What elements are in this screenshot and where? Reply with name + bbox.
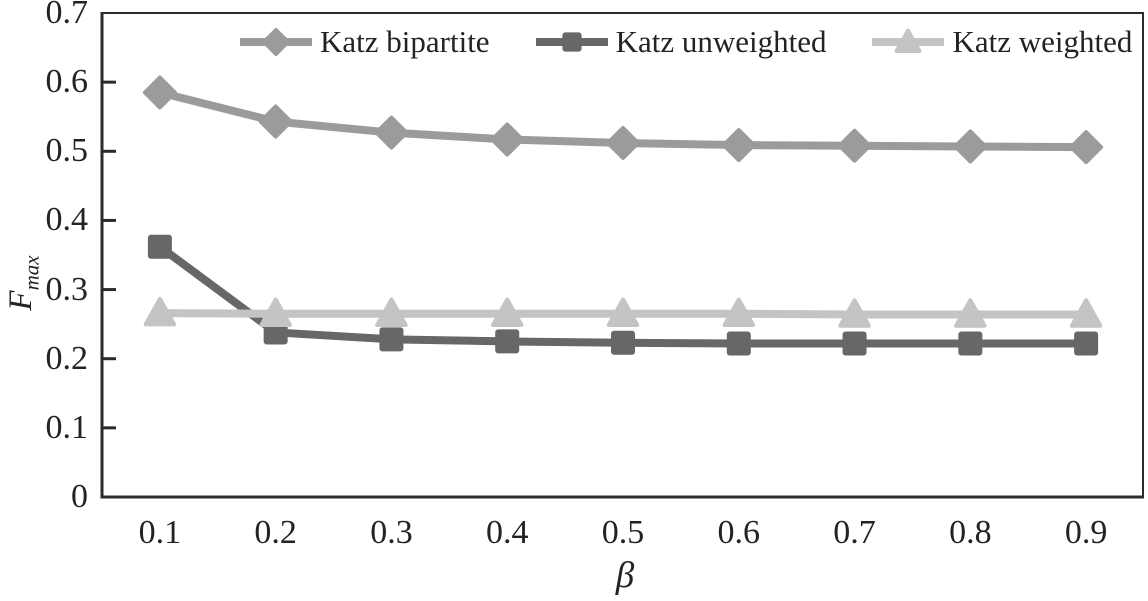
triangle-legend-swatch [872, 28, 945, 53]
chart-legend: Katz bipartite Katz unweighted Katz weight… [239, 25, 1132, 59]
diamond-marker [262, 28, 290, 56]
square-marker [726, 331, 751, 356]
diamond-marker [490, 122, 525, 157]
x-tick-label: 0.5 [601, 514, 645, 551]
triangle-marker [490, 297, 524, 328]
diamond-marker [374, 115, 409, 150]
square-marker [379, 327, 404, 352]
diamond-legend-swatch [240, 28, 312, 56]
square-marker [611, 330, 635, 355]
square-marker [147, 234, 172, 259]
x-tick-label: 0.3 [370, 514, 413, 551]
y-tick-label: 0.1 [45, 408, 89, 446]
series-katz-bipartite [142, 75, 1104, 165]
triangle-marker [1069, 298, 1103, 328]
diamond-marker [1069, 130, 1104, 165]
triangle-marker [895, 28, 922, 53]
series-line [157, 243, 1087, 348]
diamond-marker [721, 128, 756, 163]
triangle-marker [259, 297, 292, 328]
triangle-marker [143, 296, 177, 327]
diamond-marker [953, 129, 988, 164]
x-tick-label: 0.4 [485, 514, 529, 551]
diamond-marker [258, 104, 293, 139]
y-tick-label: 0.3 [45, 270, 89, 308]
y-axis-title-subscript: max [19, 255, 44, 291]
legend-item-katz-bipartite: Katz bipartite [239, 25, 490, 59]
square-legend-swatch [535, 32, 608, 52]
x-tick-label: 0.8 [949, 514, 992, 551]
triangle-marker [954, 298, 987, 328]
triangle-marker [722, 297, 756, 328]
y-tick-label: 0.2 [45, 339, 89, 377]
x-tick-label: 0.9 [1064, 514, 1108, 551]
square-marker [1074, 331, 1099, 356]
y-tick-label: 0.7 [45, 0, 89, 31]
y-tick-label: 0.5 [45, 132, 89, 170]
legend-label: Katz weighted [952, 24, 1133, 59]
diamond-marker [606, 125, 640, 160]
legend-item-katz-unweighted: Katz unweighted [535, 24, 827, 59]
legend-item-katz-weighted: Katz weighted [871, 25, 1132, 59]
y-tick-label: 0.6 [45, 63, 89, 101]
x-tick-label: 0.2 [254, 514, 297, 551]
x-axis-title: β [615, 555, 635, 596]
diamond-marker [837, 128, 872, 163]
triangle-marker [375, 297, 408, 328]
series-katz-weighted [143, 296, 1103, 328]
y-axis-title: Fmax [0, 223, 44, 343]
square-marker [561, 32, 582, 52]
y-tick-label: 0 [71, 478, 88, 515]
diamond-marker [142, 75, 177, 110]
triangle-marker [838, 298, 871, 328]
y-axis-title-main: F [3, 290, 39, 311]
square-marker [842, 331, 867, 356]
legend-label: Katz bipartite [320, 24, 490, 59]
x-tick-label: 0.6 [717, 514, 761, 551]
square-marker [958, 331, 983, 356]
series-katz-unweighted [147, 234, 1099, 356]
y-tick-label: 0.4 [45, 201, 89, 239]
legend-label: Katz unweighted [615, 24, 827, 59]
x-tick-label: 0.7 [833, 514, 876, 551]
triangle-marker [606, 297, 640, 328]
x-tick-label: 0.1 [138, 514, 182, 551]
square-marker [495, 329, 520, 354]
